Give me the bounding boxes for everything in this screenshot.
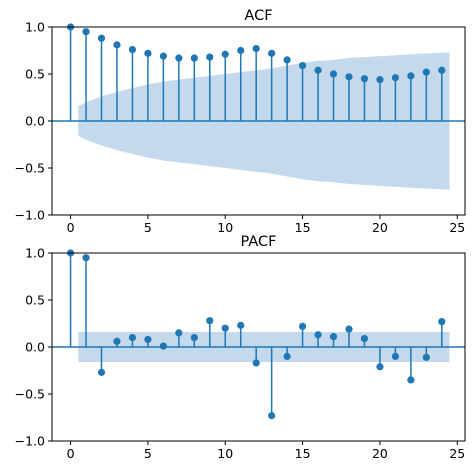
data-point <box>82 28 90 36</box>
y-tick-label: −1.0 <box>15 434 45 449</box>
data-point <box>438 318 446 326</box>
x-tick-label: 0 <box>67 220 75 235</box>
data-point <box>422 353 430 361</box>
data-point <box>438 66 446 74</box>
data-point <box>144 335 152 344</box>
data-point <box>376 76 384 84</box>
y-tick-label: 0.0 <box>25 340 45 355</box>
data-point <box>82 254 90 262</box>
x-tick-label: 20 <box>372 220 388 235</box>
data-point <box>237 321 245 329</box>
y-tick-label: −0.5 <box>15 161 45 176</box>
data-point <box>268 49 276 57</box>
data-point <box>391 352 399 360</box>
pacf-panel: 0 5 10 15 20 25 −1.0 −0.5 0.0 0.5 1.0 PACF <box>15 234 466 461</box>
x-tick-label: 5 <box>144 220 152 235</box>
data-point <box>345 73 353 81</box>
data-point <box>391 74 399 82</box>
data-point <box>314 331 322 339</box>
data-point <box>159 52 167 60</box>
data-point <box>283 56 291 64</box>
data-point <box>376 363 384 371</box>
data-point <box>283 352 291 360</box>
data-point <box>252 359 260 367</box>
data-point <box>175 329 183 337</box>
x-tick-label: 10 <box>217 220 233 235</box>
data-point <box>128 334 137 342</box>
data-point <box>190 54 198 62</box>
data-point <box>407 72 415 80</box>
x-tick-label: 15 <box>295 446 311 461</box>
data-point <box>422 68 430 76</box>
data-point <box>221 50 229 58</box>
x-tick-label: 25 <box>449 220 465 235</box>
data-point <box>206 53 214 61</box>
y-tick-label: 1.0 <box>25 20 45 35</box>
y-tick-label: −1.0 <box>15 208 45 223</box>
chart-title: ACF <box>244 8 272 24</box>
acf-panel: 0 5 10 15 20 25 −1.0 −0.5 0.0 0.5 1.0 ACF <box>15 8 466 235</box>
data-point <box>113 337 121 345</box>
data-point <box>144 49 152 57</box>
data-point <box>360 334 369 343</box>
x-tick-label: 25 <box>449 446 465 461</box>
data-point <box>97 34 106 42</box>
data-point <box>345 325 353 333</box>
chart-title: PACF <box>241 234 277 250</box>
data-point <box>268 412 276 420</box>
data-point <box>237 46 245 55</box>
data-point <box>298 322 307 330</box>
y-tick-label: −0.5 <box>15 387 45 402</box>
y-tick-label: 0.5 <box>25 67 45 82</box>
y-tick-label: 1.0 <box>25 246 45 261</box>
data-point <box>360 75 369 83</box>
data-point <box>190 334 198 342</box>
data-point <box>314 66 322 74</box>
y-tick-label: 0.5 <box>25 293 45 308</box>
data-point <box>128 45 137 54</box>
data-point <box>221 324 229 332</box>
data-point <box>97 368 106 376</box>
y-tick-label: 0.0 <box>25 114 45 129</box>
data-point <box>252 45 260 53</box>
x-tick-label: 15 <box>295 220 311 235</box>
data-point <box>298 61 307 70</box>
data-point <box>329 70 338 78</box>
data-point <box>175 54 183 62</box>
data-point <box>113 41 121 49</box>
x-tick-label: 0 <box>67 446 75 461</box>
data-point <box>206 317 214 325</box>
x-tick-label: 5 <box>144 446 152 461</box>
data-point <box>329 333 338 341</box>
x-tick-label: 10 <box>217 446 233 461</box>
x-tick-label: 20 <box>372 446 388 461</box>
data-point <box>159 342 167 350</box>
data-point <box>407 376 415 384</box>
